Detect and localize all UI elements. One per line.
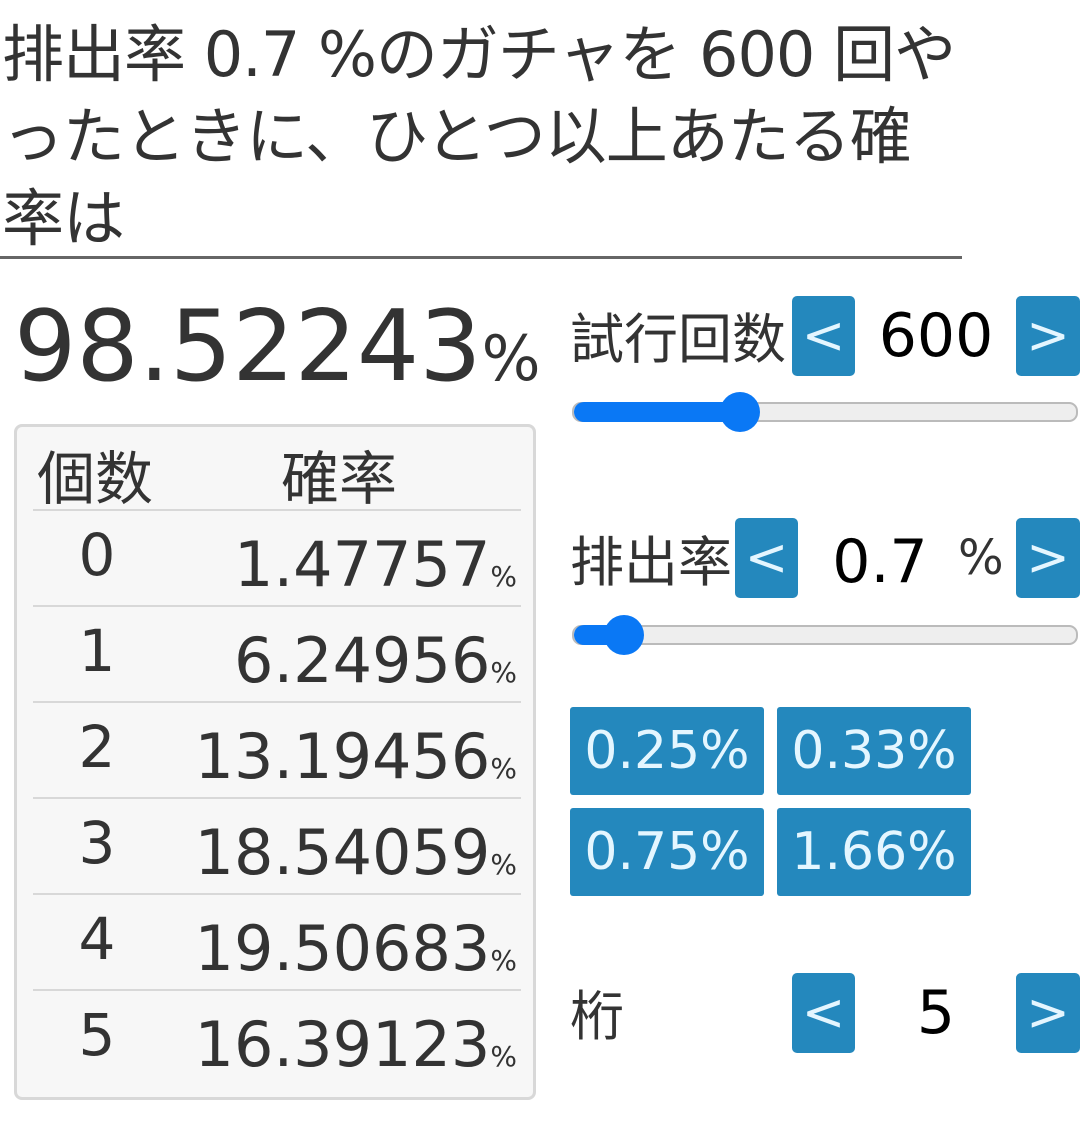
row-divider xyxy=(33,797,521,799)
row-divider xyxy=(33,701,521,703)
trials-slider-fill xyxy=(574,402,740,422)
rate-decrement-button[interactable]: < xyxy=(735,518,798,598)
distribution-table: 個数 確率 0 1.47757% 1 6.24956% 2 13.19456% … xyxy=(14,424,536,1100)
digits-value: 5 xyxy=(916,978,956,1048)
row-count: 3 xyxy=(78,809,116,877)
row-probability-value: 19.50683 xyxy=(194,912,491,985)
row-count: 5 xyxy=(78,1001,116,1069)
row-count: 4 xyxy=(78,905,116,973)
preset-button-1.66[interactable]: 1.66% xyxy=(777,808,971,896)
row-probability: 19.50683% xyxy=(195,901,517,1009)
digits-label: 桁 xyxy=(570,985,624,1048)
row-count: 0 xyxy=(78,521,116,589)
row-probability: 1.47757% xyxy=(234,517,517,625)
trials-value: 600 xyxy=(878,301,994,371)
rate-unit: % xyxy=(958,530,1004,586)
row-probability-value: 18.54059 xyxy=(194,816,491,889)
preset-button-0.33[interactable]: 0.33% xyxy=(777,707,971,795)
preset-button-0.25[interactable]: 0.25% xyxy=(570,707,764,795)
row-probability: 6.24956% xyxy=(234,613,517,721)
row-divider xyxy=(33,509,521,511)
result-probability: 98.52243% xyxy=(14,292,541,414)
row-probability-unit: % xyxy=(490,848,517,881)
result-value: 98.52243 xyxy=(14,290,482,404)
row-probability-unit: % xyxy=(490,1040,517,1073)
trials-slider[interactable] xyxy=(572,392,1078,432)
rate-increment-button[interactable]: > xyxy=(1016,518,1080,598)
title-divider xyxy=(0,256,962,259)
trials-decrement-button[interactable]: < xyxy=(792,296,855,376)
row-count: 2 xyxy=(78,713,116,781)
row-probability: 18.54059% xyxy=(195,805,517,913)
header-probability: 確率 xyxy=(281,445,398,513)
rate-slider-thumb[interactable] xyxy=(604,615,645,655)
trials-slider-thumb[interactable] xyxy=(719,392,760,432)
row-probability-value: 1.47757 xyxy=(234,528,491,601)
row-probability-unit: % xyxy=(490,752,517,785)
trials-increment-button[interactable]: > xyxy=(1016,296,1080,376)
row-probability-value: 16.39123 xyxy=(194,1008,491,1081)
row-probability-unit: % xyxy=(490,656,517,689)
result-unit: % xyxy=(481,322,541,395)
digits-increment-button[interactable]: > xyxy=(1016,973,1080,1053)
rate-value: 0.7 xyxy=(832,527,928,597)
rate-label: 排出率 xyxy=(570,531,732,594)
row-divider xyxy=(33,605,521,607)
page-title: 排出率 0.7 %のガチャを 600 回やったときに、ひとつ以上あたる確率は xyxy=(2,18,956,255)
row-divider xyxy=(33,989,521,991)
rate-slider[interactable] xyxy=(572,615,1078,655)
row-probability-unit: % xyxy=(490,944,517,977)
row-probability: 13.19456% xyxy=(195,709,517,817)
row-count: 1 xyxy=(78,617,116,685)
row-probability-value: 6.24956 xyxy=(234,624,491,697)
row-probability-value: 13.19456 xyxy=(194,720,491,793)
row-probability-unit: % xyxy=(490,560,517,593)
header-count: 個数 xyxy=(37,445,154,513)
digits-decrement-button[interactable]: < xyxy=(792,973,855,1053)
preset-button-0.75[interactable]: 0.75% xyxy=(570,808,764,896)
row-probability: 16.39123% xyxy=(195,997,517,1105)
row-divider xyxy=(33,893,521,895)
trials-label: 試行回数 xyxy=(570,308,786,371)
